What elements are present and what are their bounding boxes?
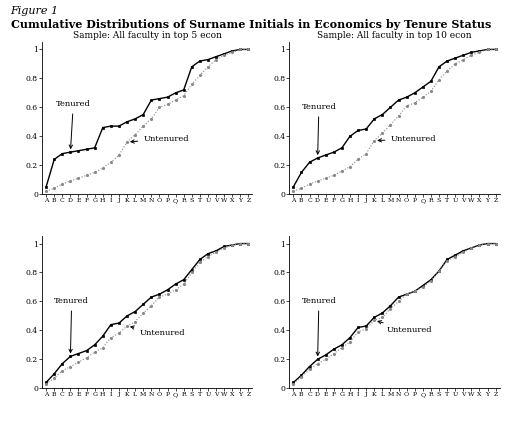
Text: Tenured: Tenured <box>301 103 336 154</box>
Text: Untenured: Untenured <box>131 135 189 143</box>
Text: Untenured: Untenured <box>378 135 436 143</box>
Text: Tenured: Tenured <box>54 298 89 352</box>
Title: Sample: All faculty in top 5 econ: Sample: All faculty in top 5 econ <box>73 31 222 40</box>
Text: Figure 1: Figure 1 <box>11 6 58 16</box>
Title: Sample: All faculty in top 10 econ: Sample: All faculty in top 10 econ <box>317 31 472 40</box>
Text: Untenured: Untenured <box>378 321 432 334</box>
Text: Cumulative Distributions of Surname Initials in Economics by Tenure Status: Cumulative Distributions of Surname Init… <box>11 19 491 30</box>
Text: Untenured: Untenured <box>131 326 185 337</box>
Text: Tenured: Tenured <box>301 298 336 355</box>
Text: Tenured: Tenured <box>56 100 90 148</box>
